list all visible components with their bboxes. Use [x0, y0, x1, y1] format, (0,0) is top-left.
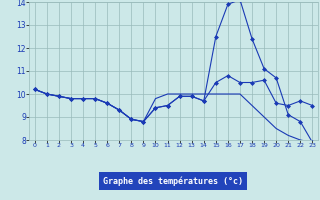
Text: Graphe des températures (°c): Graphe des températures (°c) [103, 176, 243, 186]
